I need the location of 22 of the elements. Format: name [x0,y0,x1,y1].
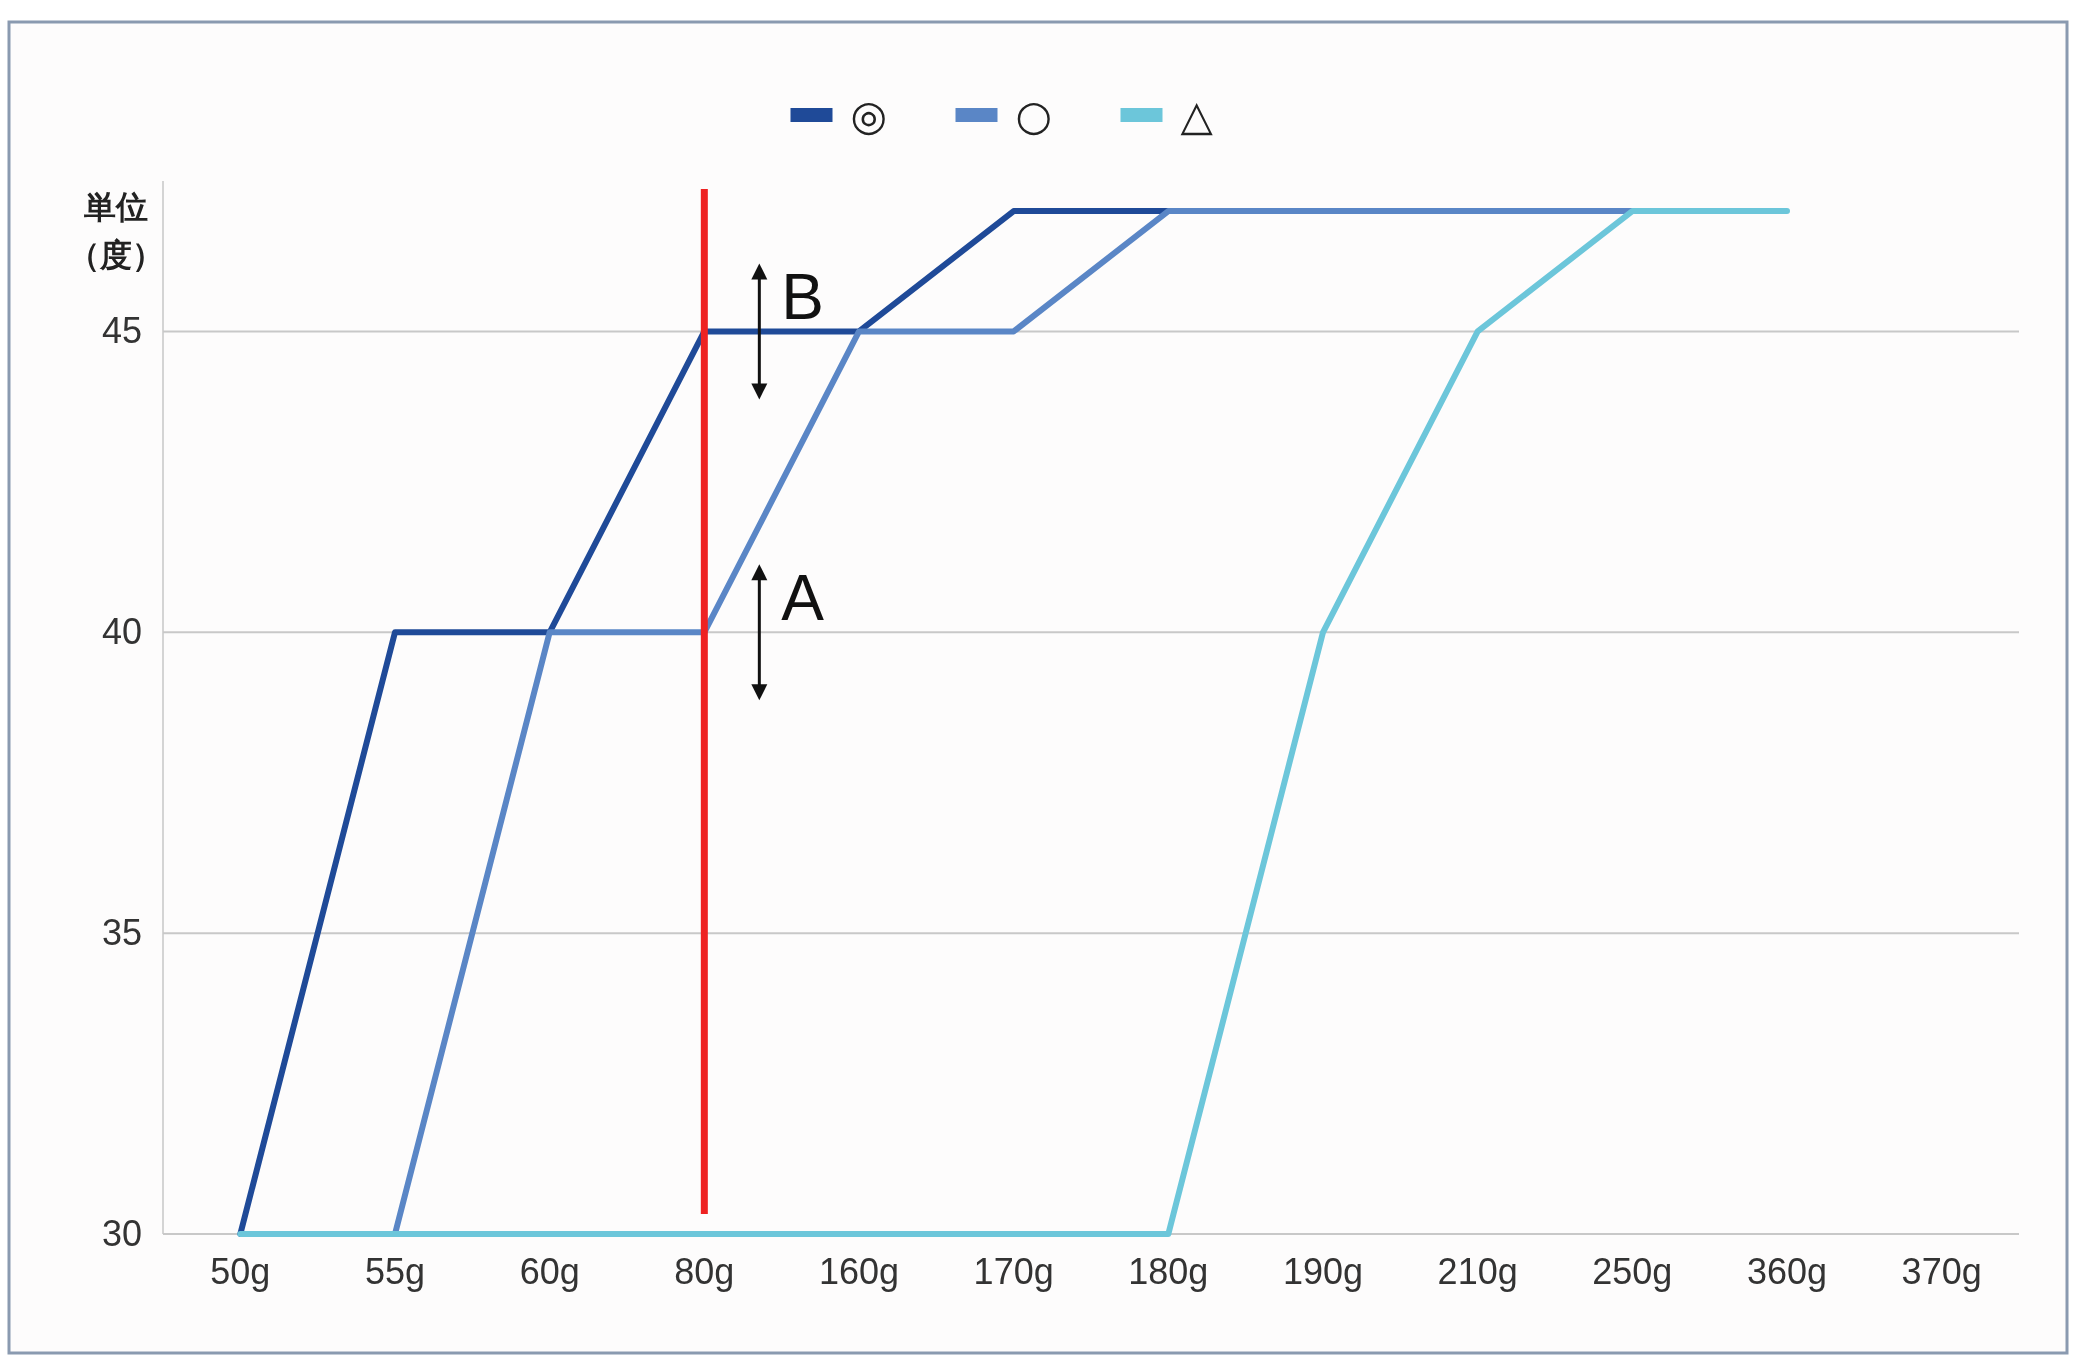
x-tick-label: 50g [210,1251,271,1292]
y-tick-label: 35 [101,912,142,954]
legend-label: ◎ [850,91,888,140]
y-tick-label: 30 [101,1213,142,1254]
x-tick-label: 55g [364,1251,426,1292]
x-tick-label: 80g [674,1251,735,1292]
x-tick-label: 170g [973,1251,1054,1292]
legend-label: △ [1180,91,1214,140]
y-axis-title: 単位（度） [68,189,164,273]
x-tick-label: 190g [1282,1251,1364,1292]
legend-label: ○ [1015,91,1053,140]
x-tick-label: 60g [519,1251,580,1292]
y-tick-label: 40 [101,611,142,653]
x-tick-label: 210g [1437,1251,1518,1292]
x-tick-label: 250g [1592,1251,1673,1292]
x-tick-label: 160g [818,1251,900,1292]
annotation: A [781,562,825,635]
x-tick-label: 180g [1128,1251,1209,1292]
x-tick-label: 360g [1746,1251,1828,1292]
y-tick-label: 45 [101,310,142,352]
annotation: B [781,261,825,334]
x-tick-label: 370g [1901,1251,1982,1292]
